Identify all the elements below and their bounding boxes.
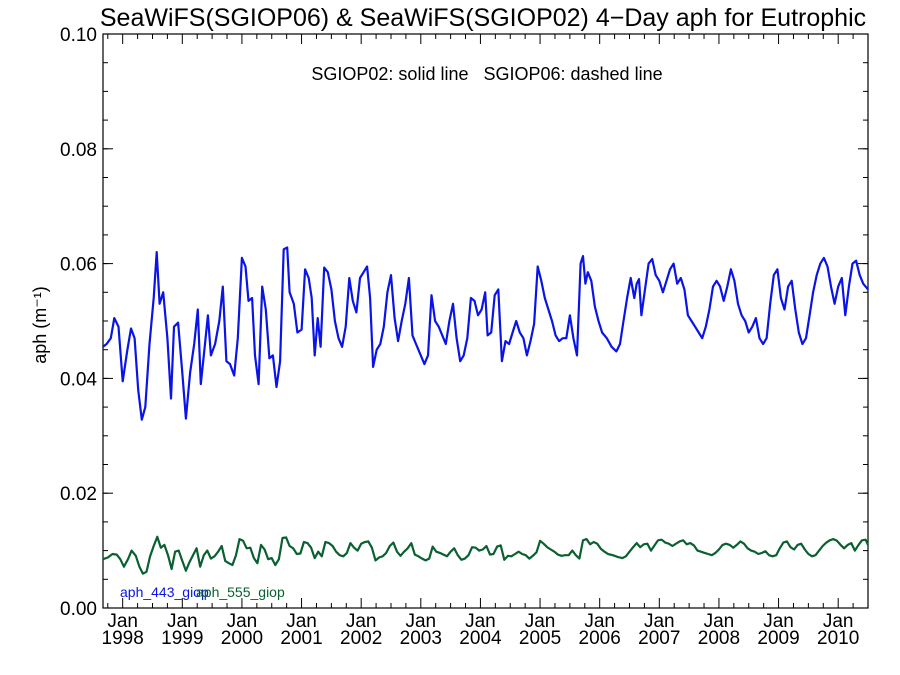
y-tick-label: 0.04 (60, 369, 97, 390)
x-tick-label-year: 2006 (579, 628, 621, 649)
series-line-aph-555-giop (102, 535, 869, 575)
x-tick-label-year: 2005 (519, 628, 561, 649)
x-tick-label-month: Jan (644, 611, 675, 632)
x-tick-label-year: 2010 (817, 628, 859, 649)
x-tick-label-month: Jan (823, 611, 854, 632)
x-tick-label-month: Jan (346, 611, 377, 632)
x-tick-label-month: Jan (405, 611, 436, 632)
x-tick-label-year: 1999 (161, 628, 203, 649)
x-tick-label-year: 1998 (102, 628, 144, 649)
y-tick-label: 0.00 (60, 599, 97, 620)
x-tick-label-month: Jan (286, 611, 317, 632)
y-tick-label: 0.10 (60, 25, 97, 46)
x-tick-label-month: Jan (584, 611, 615, 632)
x-tick-label-month: Jan (525, 611, 556, 632)
x-tick-label-month: Jan (167, 611, 198, 632)
x-tick-label-year: 2008 (698, 628, 740, 649)
y-tick-label: 0.02 (60, 484, 97, 505)
x-tick-label-year: 2007 (638, 628, 680, 649)
x-tick-label-year: 2002 (340, 628, 382, 649)
series-line-aph-443-giop (102, 246, 869, 421)
x-tick-label-month: Jan (465, 611, 496, 632)
chart-annotation: SGIOP02: solid line SGIOP06: dashed line (311, 64, 662, 84)
x-tick-label-month: Jan (704, 611, 735, 632)
x-tick-label-month: Jan (763, 611, 794, 632)
legend-item-aph-555: aph_555_giop (196, 584, 285, 600)
y-tick-label: 0.08 (60, 140, 97, 161)
legend: aph_443_giop aph_555_giop (120, 584, 285, 600)
legend-item-aph-443: aph_443_giop (120, 584, 209, 600)
series-group (102, 246, 869, 575)
x-tick-label-month: Jan (107, 611, 138, 632)
y-tick-label: 0.06 (60, 255, 97, 276)
x-axis: Jan1998Jan1999Jan2000Jan2001Jan2002Jan20… (102, 34, 869, 649)
plot-frame (102, 33, 869, 609)
x-tick-label-year: 2009 (757, 628, 799, 649)
chart-title: SeaWiFS(SGIOP06) & SeaWiFS(SGIOP02) 4−Da… (100, 4, 866, 32)
y-axis-label: aph (m⁻¹) (30, 286, 50, 364)
x-tick-label-year: 2000 (221, 628, 263, 649)
x-tick-label-year: 2003 (400, 628, 442, 649)
y-axis: 0.00 0.02 0.04 0.06 0.08 0.10 (60, 25, 868, 620)
x-tick-label-year: 2004 (459, 628, 502, 649)
x-tick-label-year: 2001 (280, 628, 322, 649)
x-tick-label-month: Jan (227, 611, 258, 632)
plot-area (102, 33, 869, 609)
